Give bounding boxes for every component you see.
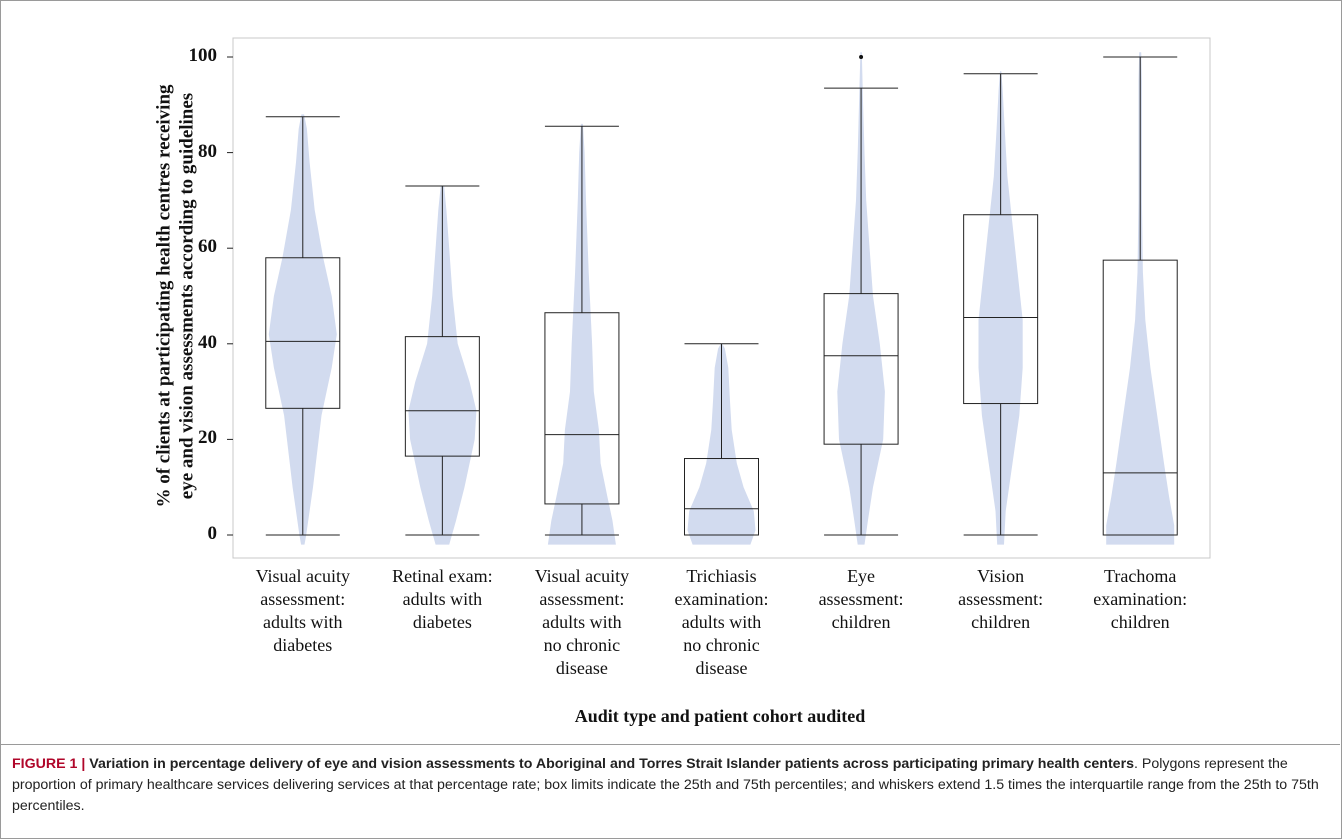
box-1 bbox=[265, 257, 341, 409]
x-tick-label-7: Trachoma examination: children bbox=[1070, 565, 1210, 634]
x-tick-label-line: Retinal exam: bbox=[392, 566, 493, 586]
x-tick-label-line: children bbox=[971, 612, 1031, 632]
x-tick-label-line: disease bbox=[555, 658, 608, 678]
x-tick-label-line: assessment: bbox=[818, 589, 904, 609]
box-7 bbox=[1102, 259, 1178, 536]
box-5 bbox=[823, 293, 899, 445]
violin-3 bbox=[547, 123, 616, 545]
x-tick-label-line: children bbox=[831, 612, 891, 632]
caption-separator: | bbox=[77, 756, 90, 772]
outlier-point-1 bbox=[859, 55, 864, 59]
x-tick-label-3: Visual acuity assessment: adults with no ch… bbox=[512, 565, 652, 680]
x-tick-label-line: adults with bbox=[263, 612, 343, 632]
x-tick-label-4: Trichiasis examination: adults with no chro… bbox=[652, 565, 792, 680]
plot-border bbox=[232, 37, 1211, 559]
x-tick-label-line: adults with bbox=[681, 612, 762, 632]
x-tick-label-line: Vision bbox=[977, 566, 1025, 586]
y-tick-label-20: 20 bbox=[198, 427, 217, 449]
box-6 bbox=[963, 214, 1039, 405]
x-tick-label-line: Visual acuity bbox=[255, 566, 350, 586]
x-tick-label-line: assessment: bbox=[958, 589, 1044, 609]
y-tick-label-60: 60 bbox=[198, 236, 217, 258]
x-tick-label-line: assessment: bbox=[539, 589, 625, 609]
box-4 bbox=[684, 458, 759, 536]
x-tick-label-6: Vision assessment: children bbox=[931, 565, 1071, 634]
caption-title: Variation in percentage delivery of eye … bbox=[89, 756, 1134, 772]
figure-caption: FIGURE 1 | Variation in percentage deliv… bbox=[12, 754, 1330, 817]
x-tick-label-line: examination: bbox=[674, 589, 769, 609]
x-tick-label-line: Trichiasis bbox=[686, 566, 757, 586]
x-tick-label-line: assessment: bbox=[260, 589, 346, 609]
violin-2 bbox=[408, 186, 477, 545]
violin-6 bbox=[978, 71, 1023, 545]
x-tick-label-line: Visual acuity bbox=[534, 566, 630, 586]
x-tick-label-2: Retinal exam: adults with diabetes bbox=[372, 565, 512, 634]
x-tick-label-line: adults with bbox=[542, 612, 622, 632]
x-tick-label-line: disease bbox=[695, 658, 748, 678]
y-tick-label-100: 100 bbox=[188, 45, 218, 66]
caption-body: . Polygons represent the proportion of p… bbox=[12, 756, 1319, 814]
x-tick-label-line: children bbox=[1110, 612, 1170, 632]
violin-7 bbox=[1106, 52, 1175, 545]
x-tick-label-line: diabetes bbox=[273, 635, 333, 655]
x-tick-label-5: Eye assessment: children bbox=[791, 565, 931, 634]
caption-figure-label: FIGURE 1 bbox=[12, 756, 78, 772]
x-tick-label-line: no chronic bbox=[543, 635, 621, 655]
box-3 bbox=[544, 312, 620, 505]
violin-5 bbox=[837, 52, 885, 545]
caption-divider bbox=[0, 744, 1340, 745]
x-tick-label-line: examination: bbox=[1093, 589, 1188, 609]
y-tick-label-40: 40 bbox=[198, 331, 217, 353]
x-tick-label-line: adults with bbox=[402, 589, 483, 609]
x-tick-label-line: Trachoma bbox=[1104, 566, 1177, 586]
y-tick-label-0: 0 bbox=[207, 523, 218, 544]
y-axis-label-line-1: % of clients at participating health cen… bbox=[153, 84, 175, 508]
y-tick-label-80: 80 bbox=[198, 140, 217, 162]
box-2 bbox=[404, 336, 480, 457]
chart-plot bbox=[227, 37, 1211, 559]
x-tick-label-line: no chronic bbox=[683, 635, 760, 655]
x-tick-label-line: Eye bbox=[847, 566, 876, 586]
x-tick-label-1: Visual acuity assessment: adults with diabe… bbox=[233, 565, 373, 657]
x-axis-label: Audit type and patient cohort audited bbox=[574, 706, 866, 726]
violin-1 bbox=[268, 114, 337, 545]
x-tick-label-line: diabetes bbox=[412, 612, 472, 632]
